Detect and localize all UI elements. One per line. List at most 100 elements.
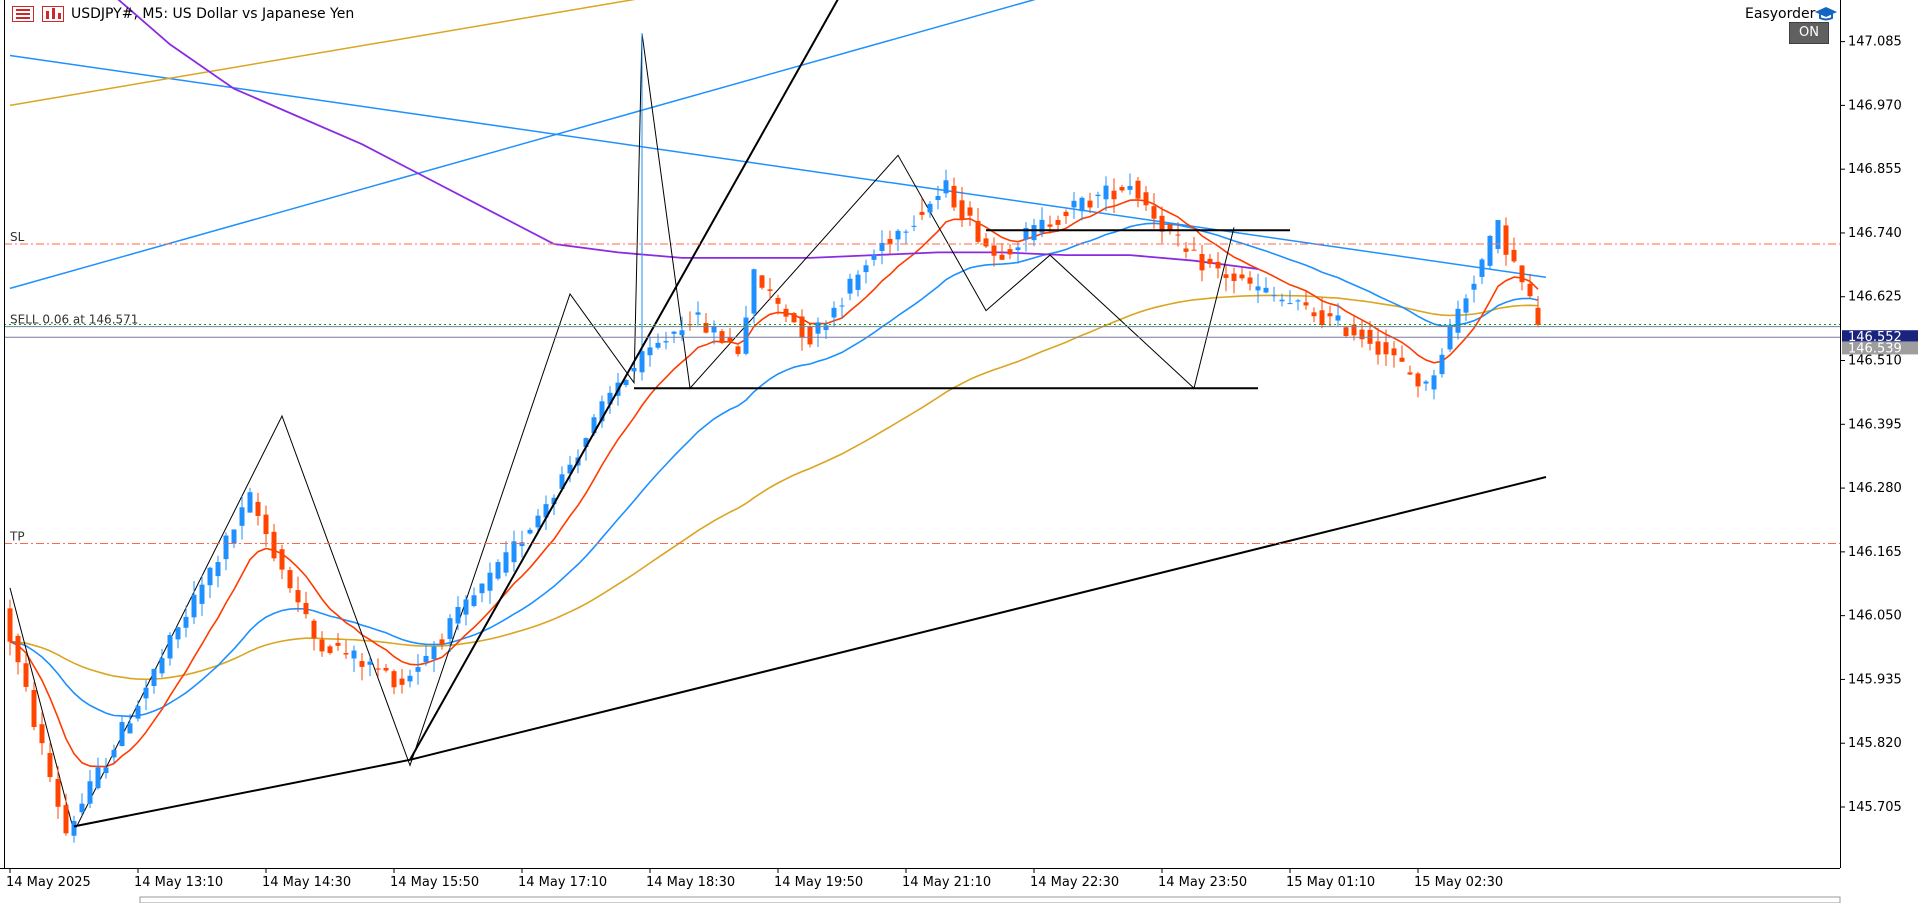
candle (999, 243, 1005, 261)
candle (1359, 319, 1365, 348)
candle (487, 562, 493, 604)
candle (1351, 314, 1357, 341)
candle-body (735, 346, 741, 355)
y-tick-label: 146.510 (1848, 354, 1902, 369)
candle-body (495, 562, 501, 579)
candle (407, 669, 413, 688)
x-tick-label: 14 May 23:50 (1158, 875, 1247, 890)
candle (263, 505, 269, 547)
candle-body (31, 690, 37, 727)
candle (735, 345, 741, 357)
candle (159, 648, 165, 678)
x-tick-label: 15 May 01:10 (1286, 875, 1375, 890)
candle (1391, 341, 1397, 368)
candle (447, 614, 453, 653)
candle-body (487, 572, 493, 591)
candle-body (831, 307, 837, 318)
candle (1071, 192, 1077, 220)
candle-body (327, 646, 333, 654)
candle-body (191, 594, 197, 618)
ea-status-badge[interactable]: ON (1789, 22, 1829, 44)
candle-body (1223, 274, 1229, 278)
candle-body (1479, 259, 1485, 277)
candle (943, 169, 949, 198)
x-tick-label: 14 May 19:50 (774, 875, 863, 890)
ma-fast-line (9, 199, 1539, 768)
candle (839, 297, 845, 319)
candle-body (311, 620, 317, 639)
candle-body (999, 254, 1005, 260)
candle (975, 207, 981, 245)
x-tick-label: 14 May 2025 (6, 875, 91, 890)
candle (1535, 296, 1541, 328)
candle (1215, 252, 1221, 279)
candle (23, 653, 29, 692)
candle-body (839, 305, 845, 307)
candle-body (143, 687, 149, 699)
candle (1151, 193, 1157, 229)
candle-body (535, 515, 541, 528)
candle (1407, 365, 1413, 376)
candle (775, 294, 781, 315)
candle-body (15, 635, 21, 663)
candle-body (1407, 372, 1413, 375)
candle (295, 576, 301, 613)
candle-body (1375, 341, 1381, 355)
candle (151, 668, 157, 694)
candle (807, 325, 813, 348)
candle-body (911, 225, 917, 227)
candle-body (855, 274, 861, 290)
candle-body (1239, 274, 1245, 279)
candle-body (1295, 300, 1301, 302)
candle-body (167, 635, 173, 659)
candle-body (1247, 277, 1253, 284)
candle-body (335, 642, 341, 646)
candle-body (135, 705, 141, 719)
candle-body (775, 297, 781, 304)
candle-body (567, 464, 573, 474)
candle (1399, 345, 1405, 362)
candle (647, 337, 653, 367)
candle-body (1431, 375, 1437, 390)
candle-body (703, 323, 709, 333)
candle (743, 305, 749, 356)
candle-body (303, 602, 309, 615)
candle (919, 198, 925, 221)
candle (1455, 300, 1461, 340)
candle (183, 605, 189, 638)
candle-body (127, 723, 133, 734)
menu-icon[interactable] (12, 6, 34, 22)
y-tick-label: 146.740 (1848, 226, 1902, 241)
y-tick-label: 146.395 (1848, 417, 1902, 432)
chart-icon[interactable] (42, 6, 64, 22)
candle-body (607, 392, 613, 405)
candle (247, 487, 253, 513)
candle-body (927, 203, 933, 213)
candle (1223, 264, 1229, 292)
candle (1143, 186, 1149, 211)
candle (959, 186, 965, 227)
candle (783, 304, 789, 322)
candle-body (1063, 211, 1069, 217)
bid-price-label-bg (1842, 341, 1918, 355)
candle (1055, 215, 1061, 230)
candle (503, 541, 509, 577)
candle (271, 523, 277, 562)
candle (823, 320, 829, 340)
x-tick-label: 14 May 22:30 (1030, 875, 1119, 890)
candle (39, 712, 45, 755)
blue-descending-trendline (9, 54, 1547, 279)
candle (1463, 294, 1469, 321)
candle (111, 744, 117, 763)
candle-body (351, 650, 357, 659)
sell-order-line-label: SELL 0.06 at 146.571 (10, 313, 138, 327)
candle (967, 201, 973, 226)
candle (239, 496, 245, 540)
candle-body (7, 608, 13, 642)
candle-body (1215, 261, 1221, 269)
candle (679, 316, 685, 341)
candle (639, 33, 645, 381)
candle (719, 328, 725, 345)
